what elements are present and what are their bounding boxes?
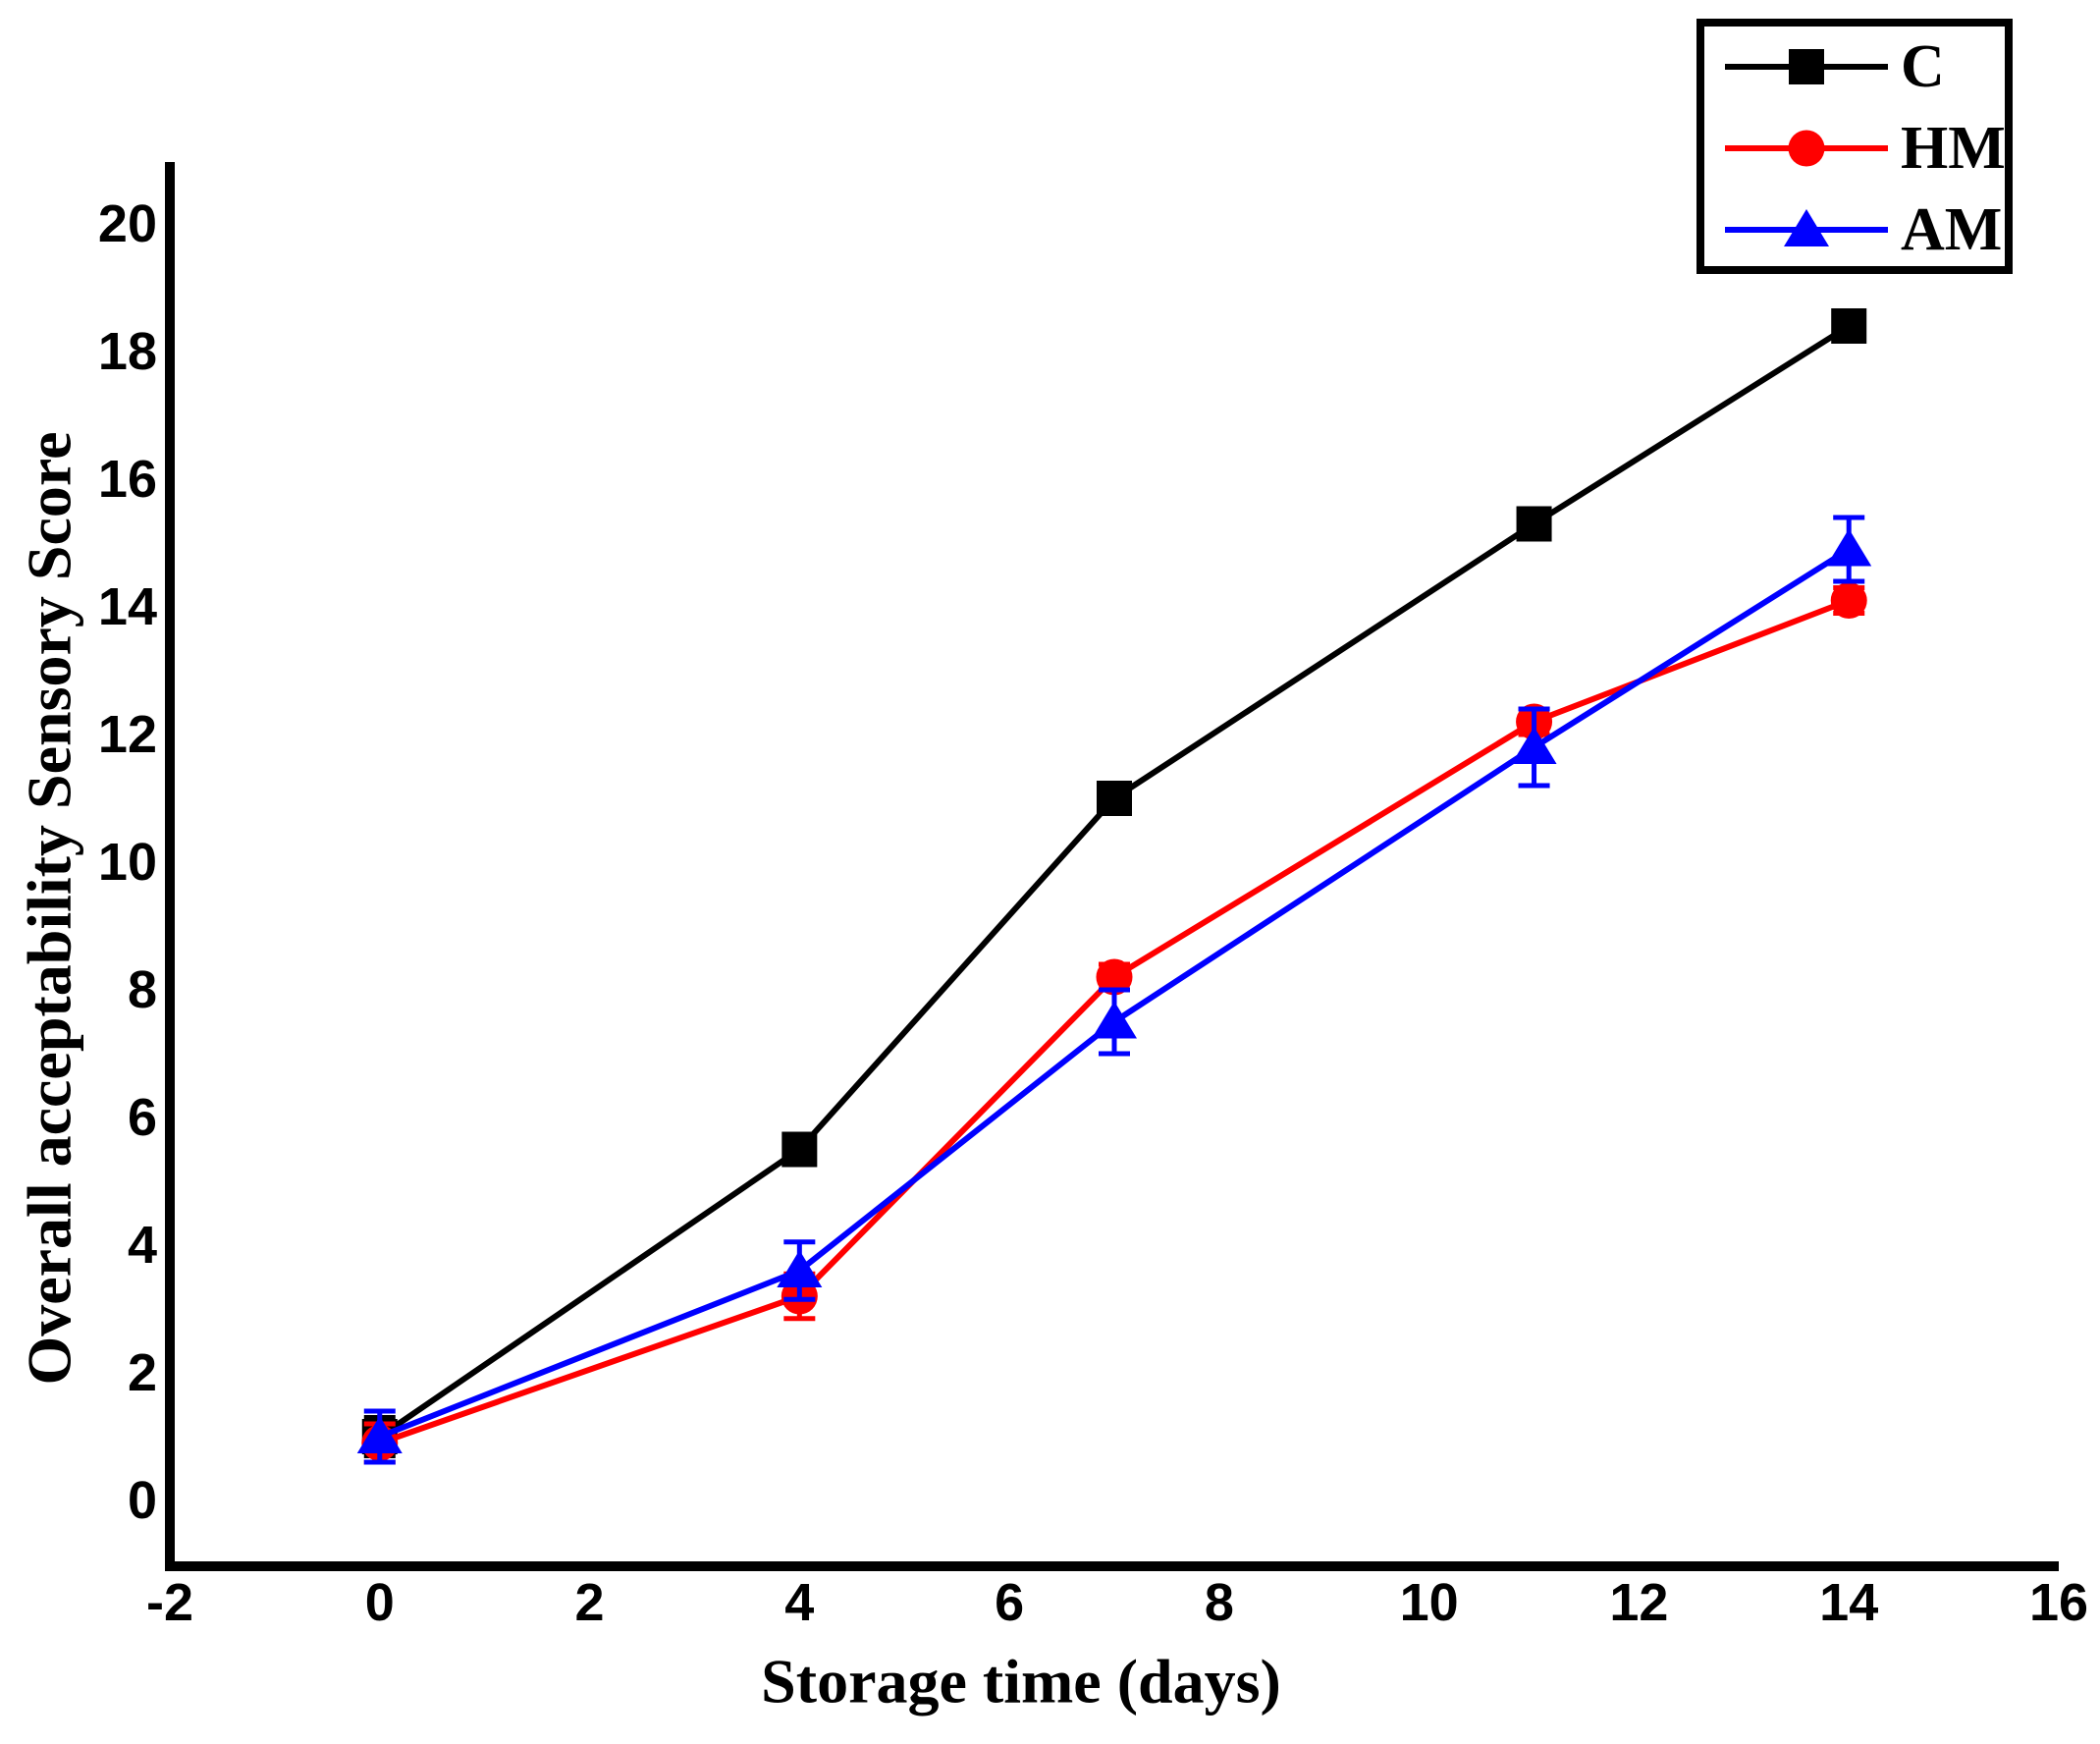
x-tick-label-10: 10 <box>1400 1573 1459 1632</box>
x-tick-label--2: -2 <box>146 1573 193 1632</box>
x-tick-label-2: 2 <box>575 1573 605 1632</box>
marker-AM-day4 <box>777 1250 823 1287</box>
x-tick-label-16: 16 <box>2029 1573 2088 1632</box>
marker-AM-day14 <box>1826 528 1872 567</box>
legend-marker-C <box>1789 49 1824 84</box>
y-tick-label-16: 16 <box>98 450 157 509</box>
y-tick-label-12: 12 <box>98 705 157 764</box>
legend-label-AM: AM <box>1901 196 2002 263</box>
marker-AM-day7 <box>1092 1001 1137 1039</box>
y-tick-label-8: 8 <box>128 960 157 1019</box>
y-tick-label-10: 10 <box>98 833 157 892</box>
legend-label-C: C <box>1901 33 1945 100</box>
marker-AM-day0 <box>356 1416 403 1453</box>
x-axis-title: Storage time (days) <box>761 1647 1281 1717</box>
legend-marker-HM <box>1788 130 1825 167</box>
marker-HM-day14 <box>1830 582 1867 619</box>
y-tick-label-14: 14 <box>98 577 157 636</box>
marker-C-day7 <box>1097 781 1132 816</box>
marker-HM-day7 <box>1096 958 1133 996</box>
y-axis-title: Overall acceptability Sensory Score <box>15 431 84 1385</box>
legend-label-HM: HM <box>1901 115 2006 182</box>
y-tick-label-2: 2 <box>128 1343 157 1402</box>
x-tick-label-6: 6 <box>995 1573 1024 1632</box>
legend-marker-AM <box>1784 209 1829 246</box>
series-line-C <box>378 323 1851 1440</box>
x-tick-label-12: 12 <box>1609 1573 1668 1632</box>
x-tick-label-14: 14 <box>1819 1573 1878 1632</box>
y-tick-label-6: 6 <box>128 1088 157 1147</box>
marker-AM-day11 <box>1511 727 1557 764</box>
x-tick-label-0: 0 <box>365 1573 395 1632</box>
y-tick-label-4: 4 <box>128 1216 157 1275</box>
y-tick-label-18: 18 <box>98 322 157 381</box>
x-tick-label-8: 8 <box>1205 1573 1234 1632</box>
x-tick-label-4: 4 <box>784 1573 814 1632</box>
y-tick-label-20: 20 <box>98 194 157 253</box>
marker-C-day11 <box>1516 506 1552 542</box>
marker-C-day4 <box>781 1131 818 1168</box>
y-tick-label-0: 0 <box>128 1471 157 1530</box>
marker-C-day14 <box>1831 308 1867 344</box>
